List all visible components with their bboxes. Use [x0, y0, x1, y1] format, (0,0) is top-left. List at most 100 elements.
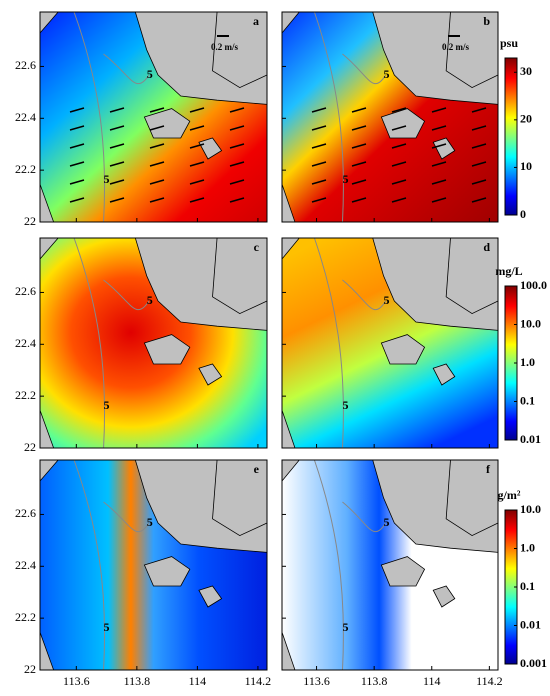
island: [446, 460, 498, 536]
velocity-arrow: [431, 179, 447, 185]
y-tick-label: 22.6: [15, 58, 36, 72]
colorbar: [504, 57, 518, 216]
velocity-arrow: [69, 125, 85, 131]
contour-line: [74, 460, 149, 670]
colorbar-unit: psu: [500, 36, 518, 50]
velocity-arrow: [391, 179, 407, 185]
velocity-arrow: [149, 179, 165, 185]
velocity-arrow: [109, 179, 125, 185]
contour-line: [74, 238, 149, 448]
x-tick-label: 113.6: [63, 674, 90, 688]
velocity-arrow: [189, 161, 205, 167]
velocity-arrow: [109, 197, 125, 203]
panel-label: d: [483, 240, 490, 254]
velocity-arrow: [149, 107, 165, 113]
contour-line: [314, 12, 385, 222]
velocity-arrow: [229, 197, 245, 203]
y-tick-label: 22: [24, 440, 36, 454]
panel-label: b: [483, 14, 490, 28]
velocity-arrow: [311, 161, 327, 167]
panel-frame: [39, 459, 268, 671]
velocity-arrow: [229, 161, 245, 167]
velocity-arrow: [149, 125, 165, 131]
panel-frame: [281, 11, 499, 223]
velocity-arrow: [189, 197, 205, 203]
velocity-arrow: [189, 107, 205, 113]
contour-label: 5: [342, 398, 348, 412]
contour-label: 5: [384, 293, 390, 307]
x-tick-label: 114: [423, 674, 441, 688]
velocity-arrow: [351, 179, 367, 185]
island: [199, 586, 222, 607]
colorbar-unit: g/m²: [498, 488, 521, 502]
contour-label: 5: [342, 620, 348, 634]
velocity-arrow: [431, 197, 447, 203]
velocity-arrow: [189, 143, 205, 149]
island: [381, 109, 424, 138]
colorbar-tick-label: 0.001: [520, 656, 547, 670]
velocity-arrow: [69, 197, 85, 203]
contour-label: 5: [104, 172, 110, 186]
colorbar-tick-label: 1.0: [520, 540, 535, 554]
panel-label: f: [486, 462, 491, 476]
velocity-arrow: [471, 179, 487, 185]
panel-frame: [281, 237, 499, 449]
velocity-arrow: [351, 197, 367, 203]
colorbar-tick-label: 0.01: [520, 432, 541, 446]
y-tick-label: 22.6: [15, 506, 36, 520]
colorbar-tick-label: 0.01: [520, 617, 541, 631]
velocity-arrow: [391, 107, 407, 113]
velocity-arrow: [471, 107, 487, 113]
velocity-arrow: [69, 161, 85, 167]
contour-label: 5: [104, 620, 110, 634]
velocity-arrow: [311, 179, 327, 185]
contour-line: [314, 460, 385, 670]
panel-frame: [281, 459, 499, 671]
y-tick-label: 22.2: [15, 388, 36, 402]
velocity-arrow: [431, 161, 447, 167]
panel-label: a: [253, 14, 259, 28]
velocity-arrow: [311, 125, 327, 131]
velocity-arrow: [109, 107, 125, 113]
velocity-arrow: [471, 197, 487, 203]
scale-label: 0.2 m/s: [442, 42, 469, 52]
island: [144, 109, 189, 138]
colorbar-tick-label: 0.1: [520, 393, 535, 407]
x-tick-label: 114.2: [476, 674, 503, 688]
velocity-arrow: [391, 197, 407, 203]
velocity-arrow: [189, 125, 205, 131]
colorbar-unit: mg/L: [495, 264, 522, 278]
velocity-arrow: [391, 143, 407, 149]
colorbar-tick-label: 30: [520, 64, 532, 78]
y-tick-label: 22.4: [15, 336, 36, 350]
colorbar-tick-label: 10.0: [520, 502, 541, 516]
velocity-arrow: [311, 197, 327, 203]
colorbar-tick-label: 1.0: [520, 355, 535, 369]
velocity-arrow: [109, 143, 125, 149]
x-tick-label: 113.8: [361, 674, 388, 688]
y-tick-label: 22: [24, 214, 36, 228]
velocity-arrow: [229, 179, 245, 185]
field: [282, 460, 498, 670]
velocity-arrow: [391, 161, 407, 167]
contour-line: [314, 238, 385, 448]
velocity-arrow: [431, 125, 447, 131]
velocity-arrow: [351, 125, 367, 131]
contour-label: 5: [147, 515, 153, 529]
x-tick-label: 113.6: [303, 674, 330, 688]
y-tick-label: 22.2: [15, 610, 36, 624]
panel-frame: [39, 237, 268, 449]
colorbar-tick-label: 0.1: [520, 579, 535, 593]
velocity-arrow: [189, 179, 205, 185]
island: [199, 138, 222, 159]
velocity-arrow: [149, 161, 165, 167]
contour-label: 5: [342, 172, 348, 186]
contour-label: 5: [384, 515, 390, 529]
colorbar-tick-label: 0: [520, 207, 526, 221]
y-tick-label: 22.4: [15, 558, 36, 572]
velocity-arrow: [149, 143, 165, 149]
velocity-arrow: [69, 143, 85, 149]
contour-label: 5: [104, 398, 110, 412]
velocity-arrow: [351, 143, 367, 149]
velocity-arrow: [69, 179, 85, 185]
